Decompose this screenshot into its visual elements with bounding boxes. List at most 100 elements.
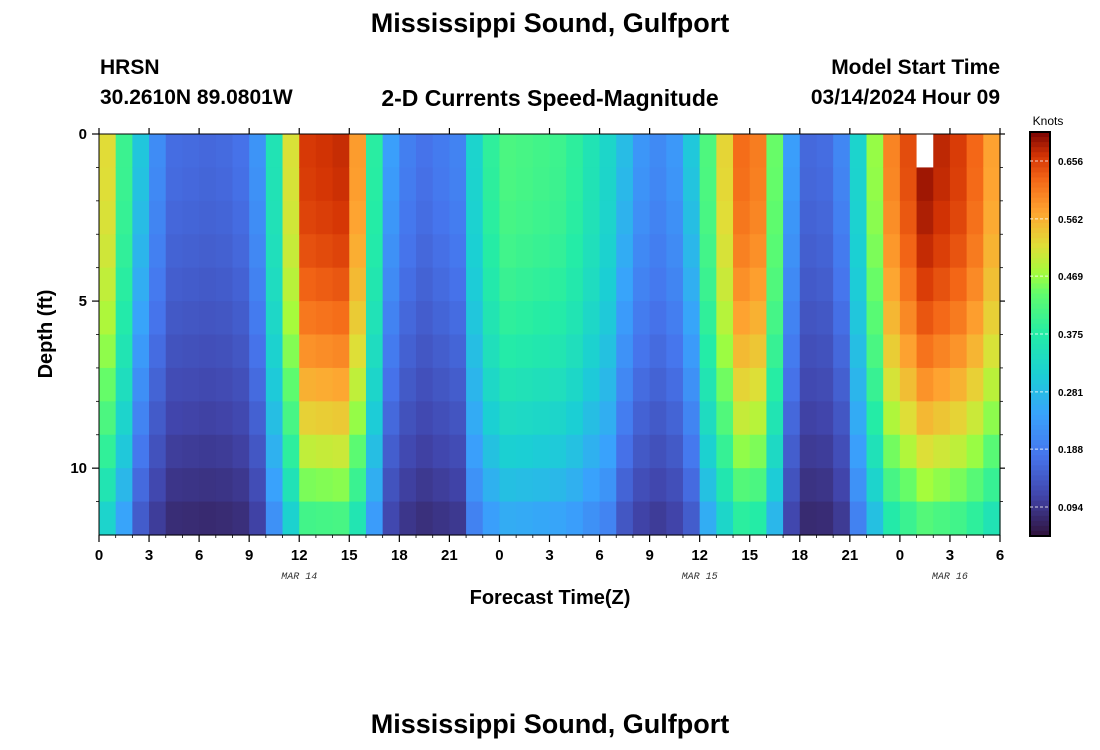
heatmap-cell — [282, 468, 300, 503]
heatmap-cell — [849, 434, 868, 469]
heatmap-cell — [115, 334, 133, 369]
x-tick-label: 9 — [245, 547, 253, 564]
heatmap-cell — [733, 367, 751, 402]
heatmap-cell — [716, 167, 734, 202]
heatmap-cell — [682, 267, 701, 302]
heatmap-cell — [215, 167, 234, 202]
heatmap-cell — [115, 234, 133, 269]
heatmap-cell — [799, 134, 818, 169]
heatmap-cell — [432, 468, 450, 503]
heatmap-cell — [899, 334, 918, 369]
heatmap-cell — [99, 267, 117, 302]
heatmap-cell — [165, 367, 184, 402]
heatmap-cell — [916, 367, 934, 402]
heatmap-cell — [766, 200, 784, 235]
heatmap-cell — [816, 301, 834, 336]
heatmap-cell — [165, 334, 184, 369]
heatmap-cell — [783, 367, 801, 402]
colorbar-segment — [1030, 233, 1050, 239]
colorbar-segment — [1030, 142, 1050, 148]
heatmap-cell — [799, 167, 818, 202]
heatmap-cell — [232, 334, 250, 369]
heatmap-cell — [332, 200, 350, 235]
heatmap-cell — [766, 501, 784, 536]
heatmap-cell — [799, 501, 818, 536]
heatmap-cell — [232, 367, 250, 402]
heatmap-cell — [516, 334, 534, 369]
chart-axes: 0 3 6 9 12 15 18 21 0 3 6 9 12 15 18 21 0 3 6 MAR 14 MAR 15 M… — [70, 126, 1005, 583]
heatmap-cell — [766, 167, 784, 202]
heatmap-cell — [265, 234, 284, 269]
heatmap-cell — [649, 334, 667, 369]
heatmap-cell — [582, 334, 601, 369]
heatmap-cell — [749, 234, 768, 269]
heatmap-cell — [949, 468, 968, 503]
heatmap-cell — [399, 301, 417, 336]
heatmap-cell — [983, 434, 1001, 469]
heatmap-cell — [716, 267, 734, 302]
heatmap-cell — [365, 501, 384, 536]
heatmap-cell — [749, 367, 768, 402]
heatmap-cell — [549, 134, 567, 169]
heatmap-cell — [833, 334, 851, 369]
heatmap-cell — [416, 401, 434, 436]
heatmap-cell — [616, 468, 634, 503]
heatmap-cell — [282, 134, 300, 169]
heatmap-cell — [766, 434, 784, 469]
heatmap-cell — [532, 334, 551, 369]
heatmap-cell — [666, 134, 684, 169]
heatmap-cell — [466, 200, 484, 235]
heatmap-cell — [682, 167, 701, 202]
x-tick-label: 0 — [495, 547, 503, 564]
heatmap-cell — [883, 234, 901, 269]
heatmap-cell — [265, 200, 284, 235]
heatmap-cell — [599, 434, 617, 469]
heatmap-cell — [449, 401, 467, 436]
heatmap-cell — [432, 501, 450, 536]
heatmap-cell — [399, 501, 417, 536]
heatmap-cell — [883, 434, 901, 469]
heatmap-cell — [549, 367, 567, 402]
heatmap-cell — [432, 301, 450, 336]
colorbar-segment — [1030, 147, 1050, 153]
heatmap-cell — [816, 134, 834, 169]
x-tick-label: 3 — [545, 547, 553, 564]
heatmap-cell — [816, 501, 834, 536]
heatmap-cell — [532, 434, 551, 469]
heatmap-cell — [632, 468, 651, 503]
heatmap-cell — [416, 434, 434, 469]
colorbar-segment — [1030, 192, 1050, 199]
heatmap-cell — [949, 401, 968, 436]
heatmap-cell — [933, 334, 951, 369]
colorbar-segment — [1030, 339, 1050, 345]
x-tick-label: 6 — [195, 547, 203, 564]
heatmap-cell — [249, 301, 267, 336]
heatmap-cell — [749, 501, 768, 536]
colorbar: 0.656 0.562 0.469 0.375 0.281 0.188 0.094 — [1029, 131, 1083, 537]
heatmap-cell — [265, 501, 284, 536]
colorbar-segment — [1030, 263, 1050, 269]
heatmap-cell — [332, 301, 350, 336]
heatmap-cell — [215, 501, 234, 536]
heatmap-cell — [282, 200, 300, 235]
colorbar-segment — [1030, 288, 1050, 295]
heatmap-cell — [616, 267, 634, 302]
heatmap-cell — [182, 267, 200, 302]
heatmap-cell — [532, 267, 551, 302]
heatmap-cell — [666, 434, 684, 469]
heatmap-cell — [282, 234, 300, 269]
heatmap-cell — [749, 468, 768, 503]
heatmap-cell — [682, 200, 701, 235]
colorbar-segment — [1030, 278, 1050, 285]
heatmap-cell — [382, 200, 400, 235]
heatmap-cell — [315, 200, 334, 235]
heatmap-cell — [582, 468, 601, 503]
heatmap-cell — [716, 134, 734, 169]
currents-heatmap-chart: 0 3 6 9 12 15 18 21 0 3 6 9 12 15 18 21 0 3 6 MAR 14 MAR 15 M… — [35, 114, 1083, 609]
colorbar-tick-label: 0.188 — [1058, 445, 1083, 456]
heatmap-cell — [966, 468, 984, 503]
heatmap-cell — [466, 401, 484, 436]
heatmap-cell — [549, 267, 567, 302]
colorbar-segment — [1030, 490, 1050, 497]
heatmap-cell — [666, 367, 684, 402]
